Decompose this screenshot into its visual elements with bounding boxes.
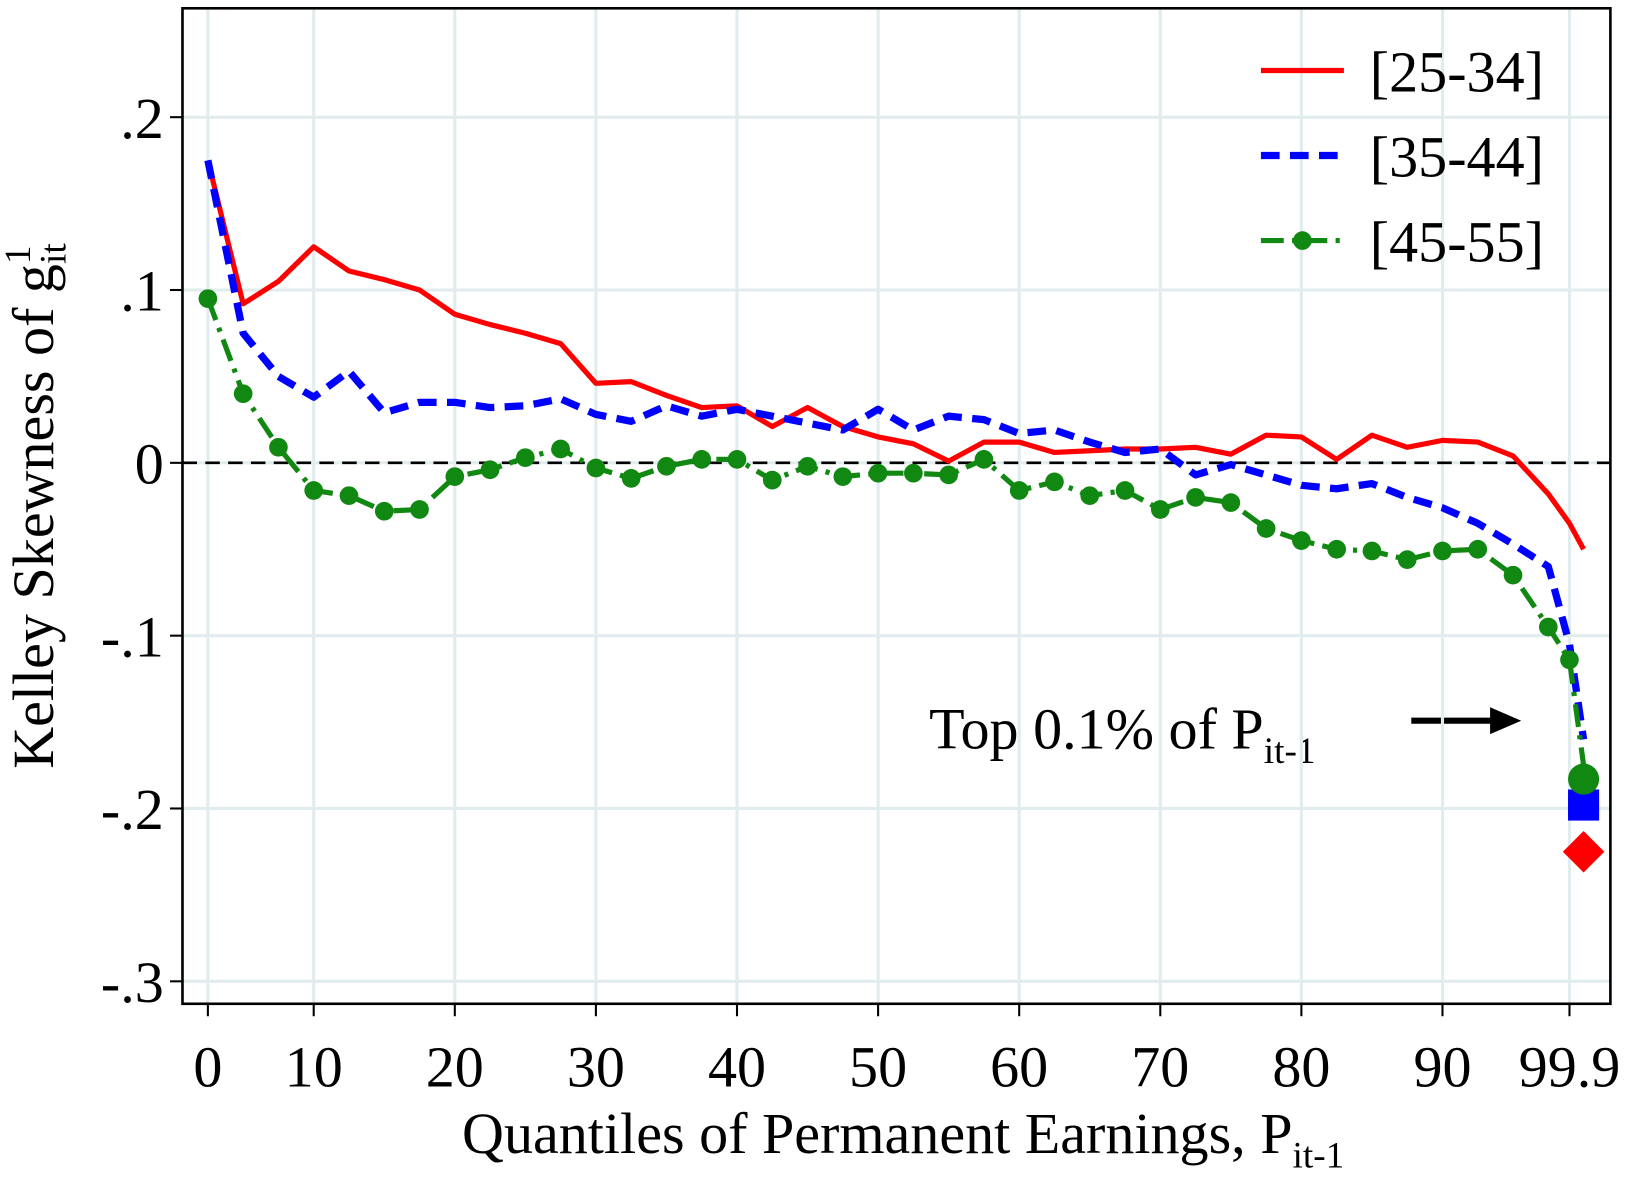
y-tick-label: -.1 — [101, 604, 164, 669]
point — [1433, 541, 1452, 561]
y-label-text: Kelley Skewness of g — [1, 264, 66, 769]
series-line — [205, 159, 1586, 551]
annotation: Top 0.1% of Pit-1 — [929, 697, 1315, 773]
x-tick-label: 80 — [1272, 1035, 1330, 1100]
legend-label: [35-44] — [1370, 124, 1544, 189]
point — [198, 289, 218, 308]
point — [1468, 539, 1488, 559]
x-label-sub: it-1 — [1292, 1136, 1344, 1177]
point — [798, 456, 817, 476]
x-tick-label: 90 — [1413, 1035, 1471, 1100]
x-tick-label: 30 — [567, 1035, 625, 1100]
point — [304, 481, 324, 500]
point — [516, 448, 535, 467]
series-line — [205, 297, 1587, 766]
point — [339, 486, 359, 506]
point — [1115, 481, 1135, 500]
top-marker — [1568, 763, 1600, 795]
point — [445, 467, 465, 486]
point — [1150, 500, 1170, 519]
point — [1256, 519, 1276, 538]
point — [1503, 565, 1523, 585]
point — [762, 470, 782, 490]
point — [1292, 531, 1311, 550]
point — [410, 500, 429, 519]
point — [269, 437, 288, 457]
point — [904, 463, 923, 483]
y-tick-label: -.2 — [101, 777, 164, 842]
x-tick-label: 10 — [285, 1035, 343, 1100]
point — [1327, 539, 1346, 559]
point — [1560, 650, 1579, 670]
annotation-text: Top 0.1% of P — [929, 697, 1264, 762]
y-tick-label: 0 — [135, 432, 164, 497]
y-tick-label: .2 — [120, 86, 164, 151]
legend-marker — [1293, 231, 1312, 250]
y-label-sub: it — [33, 243, 74, 264]
point — [586, 458, 606, 478]
x-tick-label: 50 — [849, 1035, 907, 1100]
point — [692, 450, 712, 469]
point — [1538, 617, 1558, 637]
y-label-sup: 1 — [0, 245, 39, 264]
point — [621, 469, 641, 488]
x-tick-label: 0 — [193, 1035, 222, 1100]
point — [939, 465, 958, 485]
point — [1397, 550, 1417, 569]
x-tick-label: 70 — [1131, 1035, 1189, 1100]
point — [233, 384, 253, 404]
point — [374, 501, 394, 521]
point — [480, 460, 500, 480]
x-tick-label: 20 — [426, 1035, 484, 1100]
point — [974, 450, 994, 469]
point — [1045, 472, 1064, 492]
point — [868, 463, 888, 483]
x-axis-label: Quantiles of Permanent Earnings, Pit-1 — [462, 1101, 1344, 1177]
point — [551, 439, 570, 459]
point — [727, 450, 747, 469]
x-tick-label: 99.9 — [1519, 1035, 1621, 1100]
x-tick-label: 40 — [708, 1035, 766, 1100]
point — [657, 456, 676, 476]
x-tick-label: 60 — [990, 1035, 1048, 1100]
y-axis-label: Kelley Skewness of g1it — [0, 243, 74, 769]
legend-label: [25-34] — [1370, 39, 1544, 104]
annotation-arrowhead — [1490, 707, 1522, 735]
y-tick-label: .1 — [120, 259, 164, 324]
point — [1221, 493, 1241, 512]
x-label-text: Quantiles of Permanent Earnings, P — [462, 1101, 1292, 1166]
top-marker — [1562, 830, 1605, 873]
point — [833, 467, 853, 486]
legend-label: [45-55] — [1370, 209, 1544, 274]
point — [1080, 486, 1100, 506]
point — [1186, 488, 1205, 507]
y-tick-label: -.3 — [101, 950, 164, 1015]
annotation-sub: it-1 — [1264, 731, 1316, 772]
point — [1362, 541, 1382, 561]
plot-frame — [181, 6, 1612, 1006]
point — [1009, 481, 1029, 500]
